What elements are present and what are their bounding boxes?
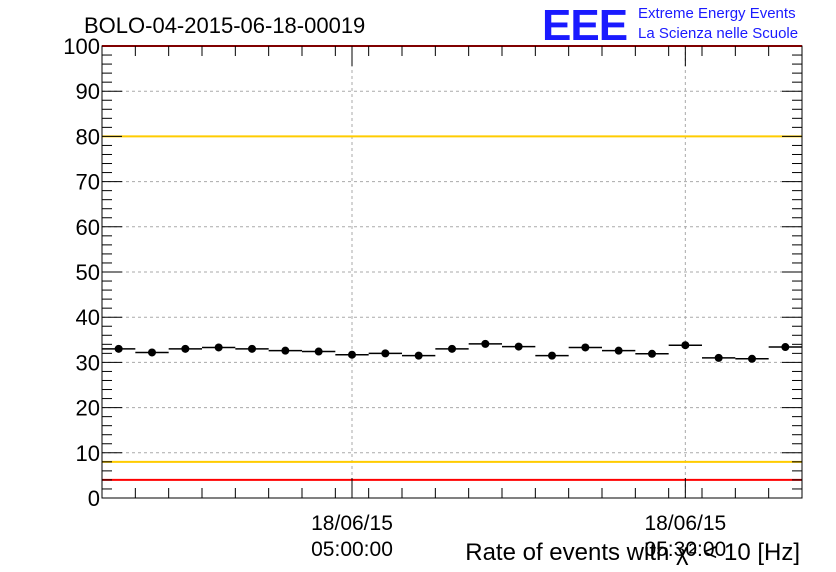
- y-tick-label: 10: [76, 441, 100, 466]
- data-point: [614, 346, 623, 355]
- data-point: [448, 344, 456, 353]
- data-point: [281, 346, 290, 355]
- grid-lines: [102, 46, 802, 498]
- data-point: [481, 339, 490, 348]
- data-point: [748, 354, 756, 363]
- y-axis: 0 10 20 30 40 50 60 70 80 90 100: [63, 34, 802, 511]
- reference-lines: [102, 45, 802, 481]
- chart-title: BOLO-04-2015-06-18-00019: [84, 13, 365, 38]
- data-point: [648, 349, 656, 358]
- x-tick-date-label: 18/06/15: [311, 512, 393, 535]
- data-point: [781, 343, 790, 352]
- data-point: [181, 344, 190, 353]
- y-tick-label: 60: [76, 215, 100, 240]
- logo-line-1: Extreme Energy Events: [638, 5, 796, 22]
- data-point: [348, 350, 356, 359]
- x-tick-time-label: 05:30:00: [644, 538, 726, 561]
- data-point: [581, 343, 590, 352]
- data-point: [414, 351, 423, 360]
- y-tick-label: 20: [76, 396, 100, 421]
- data-point: [714, 353, 723, 362]
- x-tick-time-label: 05:00:00: [311, 538, 393, 561]
- y-tick-label: 70: [76, 170, 100, 195]
- x-axis-title: Rate of events with χ² < 10 [Hz]: [465, 539, 800, 566]
- data-point: [548, 351, 556, 360]
- logo-line-2: La Scienza nelle Scuole: [638, 25, 798, 42]
- y-tick-label: 0: [88, 486, 100, 511]
- y-tick-label: 40: [76, 305, 100, 330]
- data-point: [681, 341, 690, 350]
- data-point: [381, 349, 390, 358]
- data-point: [248, 344, 256, 353]
- logo-mark: EEE: [542, 1, 627, 50]
- data-point: [148, 348, 156, 357]
- x-axis: 18/06/15 05:00:00 18/06/15 05:30:00: [101, 46, 803, 561]
- data-point: [314, 347, 323, 356]
- y-tick-label: 30: [76, 350, 100, 375]
- eee-logo: EEE Extreme Energy Events La Scienza nel…: [542, 1, 798, 50]
- y-tick-label: 100: [63, 34, 100, 59]
- y-tick-label: 80: [76, 124, 100, 149]
- y-tick-label: 90: [76, 79, 100, 104]
- x-tick-date-label: 18/06/15: [644, 512, 726, 535]
- data-point: [214, 343, 223, 352]
- data-series: [102, 339, 802, 363]
- y-tick-label: 50: [76, 260, 100, 285]
- data-point: [114, 344, 123, 353]
- data-point: [514, 342, 523, 351]
